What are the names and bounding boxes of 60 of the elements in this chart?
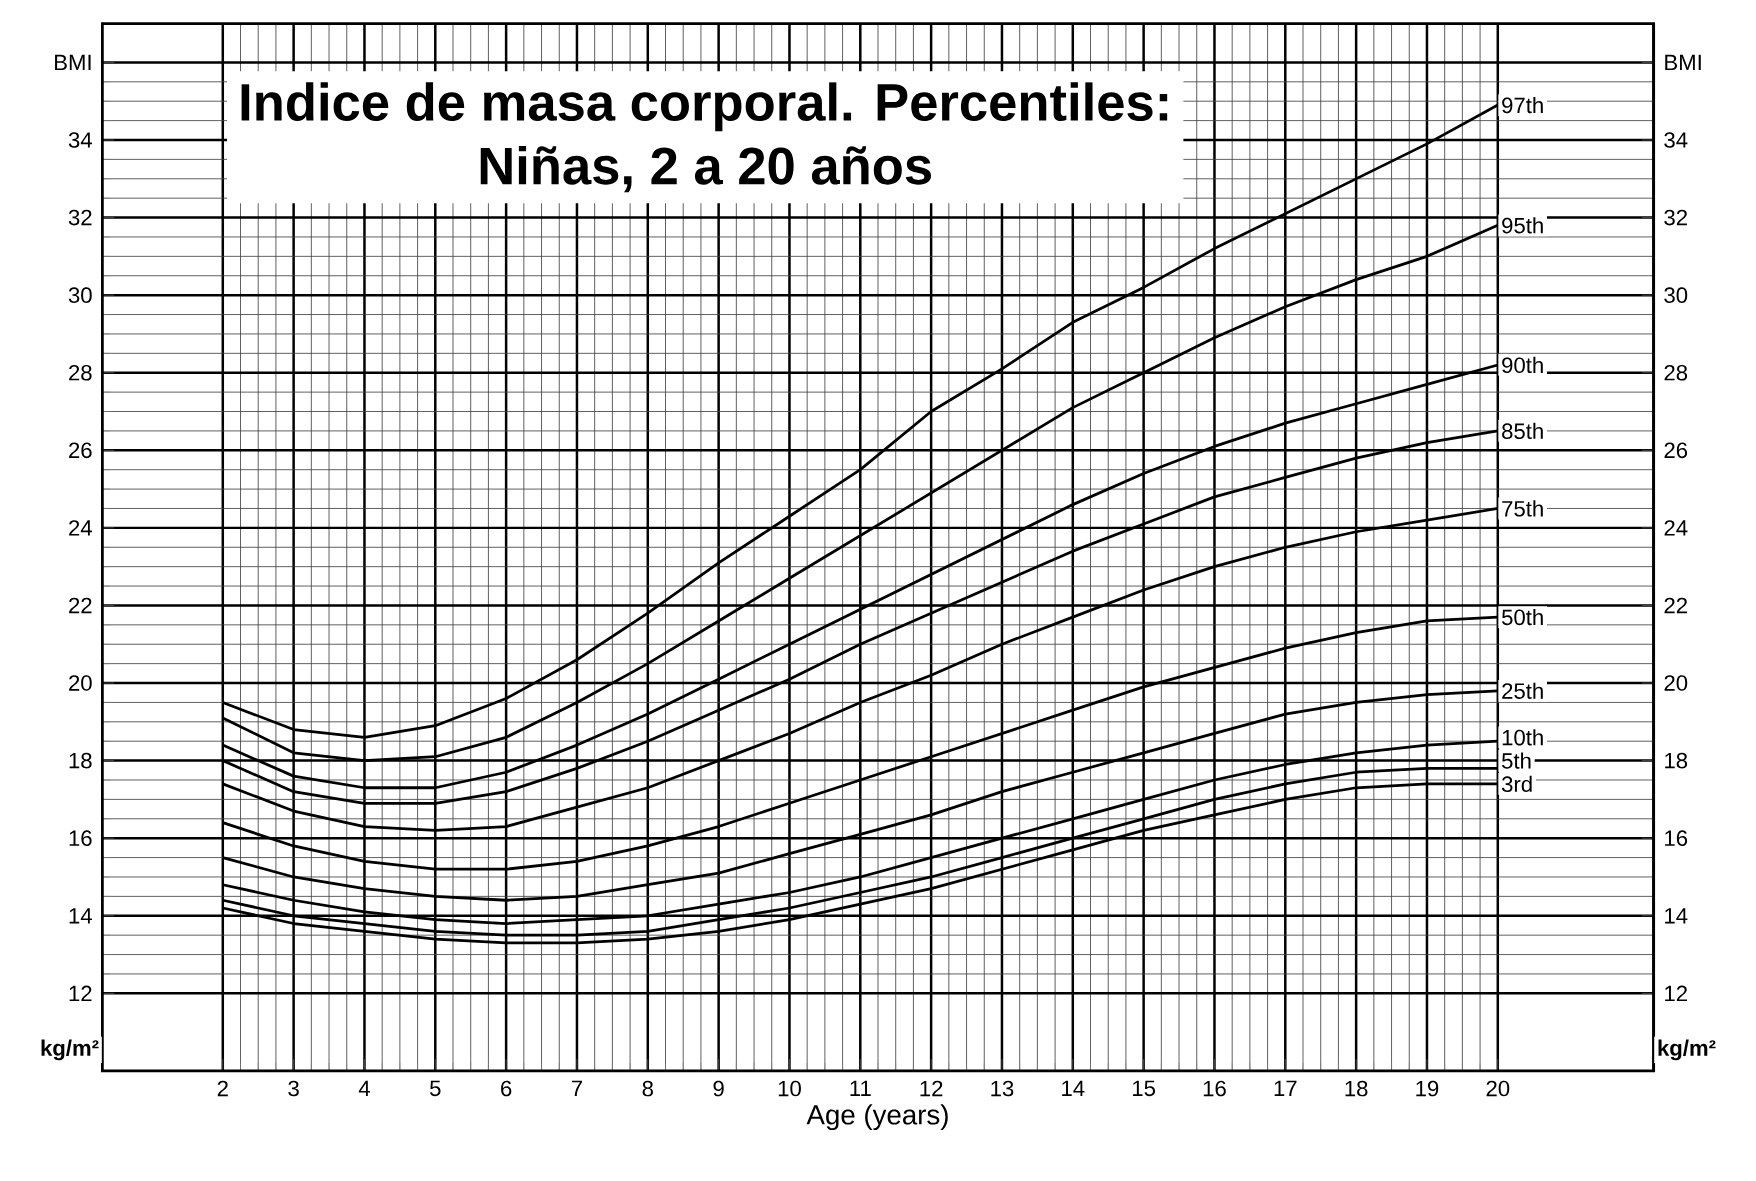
x-axis-title: Age (years) — [806, 1104, 948, 1131]
series-label: 25th — [1502, 682, 1543, 699]
y-tick-label: 12 — [69, 985, 92, 1001]
x-tick-label: 4 — [358, 1080, 370, 1096]
x-tick-label: 6 — [501, 1080, 512, 1097]
y-axis-title: kg/m² — [41, 1039, 99, 1061]
y-tick-label: BMI — [55, 54, 91, 70]
y2-tick-label: 24 — [1664, 520, 1688, 536]
y-tick-label: 18 — [69, 752, 92, 769]
y2-tick-label: 30 — [1664, 287, 1688, 303]
text: Indice de masa corporal. Percentiles: — [241, 82, 1168, 132]
x-tick-label: 8 — [642, 1080, 653, 1097]
y-tick-label: 34 — [68, 132, 92, 148]
x-tick-label: 18 — [1345, 1080, 1368, 1097]
y2-tick-label: 18 — [1665, 752, 1688, 769]
y2-tick-label: 32 — [1664, 209, 1687, 226]
x-tick-label: 17 — [1274, 1080, 1297, 1096]
x-tick-label: 2 — [217, 1080, 228, 1097]
y-tick-label: 30 — [68, 287, 92, 303]
y2-tick-label: 22 — [1664, 597, 1687, 614]
y2-axis-title: kg/m² — [1658, 1039, 1716, 1061]
x-tick-label: 9 — [713, 1080, 724, 1097]
y-tick-label: 14 — [69, 908, 92, 924]
series-label: 97th — [1502, 96, 1543, 114]
y2-tick-label: 12 — [1665, 985, 1687, 1001]
x-tick-label: 5 — [430, 1080, 441, 1097]
y-tick-label: 32 — [68, 209, 92, 226]
y2-tick-label: 28 — [1664, 364, 1688, 381]
series-label: 5th — [1501, 752, 1531, 769]
x-tick-label: 14 — [1062, 1080, 1085, 1096]
x-tick-label: 13 — [991, 1080, 1014, 1097]
x-tick-label: 3 — [288, 1080, 299, 1097]
y-tick-label: 20 — [69, 675, 92, 691]
y-tick-label: 16 — [69, 830, 92, 846]
y2-tick-label: 34 — [1664, 132, 1688, 148]
y2-tick-label: 20 — [1664, 675, 1688, 691]
x-tick-label: 10 — [778, 1080, 801, 1097]
y-tick-label: 28 — [69, 364, 92, 381]
series-label: 75th — [1502, 500, 1543, 517]
y-tick-label: 22 — [69, 597, 92, 614]
series-label: 95th — [1502, 217, 1543, 234]
x-tick-label: 15 — [1133, 1080, 1155, 1097]
x-tick-label: 12 — [920, 1080, 943, 1097]
series-label: 90th — [1502, 356, 1543, 374]
series-label: 3rd — [1501, 775, 1532, 792]
x-tick-label: 16 — [1203, 1080, 1226, 1097]
text: Niñas, 2 a 20 años — [480, 145, 931, 193]
series-label: 50th — [1501, 608, 1543, 626]
x-tick-label: 11 — [850, 1080, 871, 1096]
x-tick-label: 20 — [1486, 1080, 1510, 1097]
x-tick-label: 7 — [571, 1080, 582, 1096]
series-label: 85th — [1502, 422, 1543, 439]
y-tick-label: 24 — [69, 520, 92, 536]
y2-tick-label: 26 — [1664, 442, 1688, 459]
y2-tick-label: BMI — [1665, 54, 1701, 70]
y2-tick-label: 14 — [1665, 908, 1688, 924]
x-tick-label: 19 — [1416, 1080, 1439, 1097]
y-tick-label: 26 — [69, 442, 92, 459]
y2-tick-label: 16 — [1665, 830, 1688, 846]
series-label: 10th — [1502, 729, 1543, 746]
